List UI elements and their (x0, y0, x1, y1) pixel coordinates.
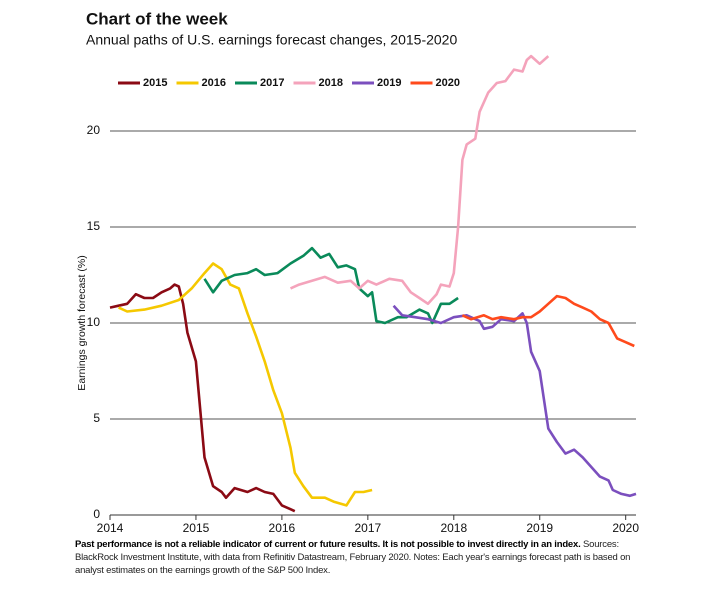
x-tick-label: 2014 (97, 521, 124, 535)
chart-subtitle: Annual paths of U.S. earnings forecast c… (86, 32, 457, 48)
y-tick-label: 20 (87, 123, 101, 137)
x-tick-label: 2018 (440, 521, 467, 535)
y-tick-label: 0 (93, 507, 100, 521)
x-tick-label: 2015 (183, 521, 210, 535)
series-line (289, 54, 550, 306)
legend-label: 2018 (319, 77, 343, 89)
legend-label: 2020 (436, 77, 460, 89)
series-line (203, 246, 459, 325)
y-axis-label: Earnings growth forecast (%) (76, 255, 88, 390)
footnote-text: Sources: BlackRock Investment Institute,… (75, 539, 631, 576)
y-tick-label: 5 (93, 411, 100, 425)
legend-label: 2016 (202, 77, 226, 89)
chart: Chart of the week Annual paths of U.S. e… (76, 9, 640, 535)
footnote-bold: Past performance is not a reliable indic… (75, 539, 581, 550)
x-tick-label: 2019 (526, 521, 553, 535)
legend-label: 2017 (260, 77, 284, 89)
chart-title: Chart of the week (86, 9, 228, 28)
y-tick-label: 15 (87, 219, 101, 233)
series-line (109, 283, 296, 513)
series-line (461, 294, 635, 348)
x-tick-label: 2016 (269, 521, 296, 535)
legend-label: 2019 (377, 77, 401, 89)
series-line (118, 262, 373, 507)
footnote: Past performance is not a reliable indic… (75, 538, 635, 577)
legend-label: 2015 (143, 77, 167, 89)
series-line (392, 304, 637, 498)
y-tick-label: 10 (87, 315, 101, 329)
x-tick-label: 2017 (354, 521, 381, 535)
x-tick-label: 2020 (612, 521, 639, 535)
